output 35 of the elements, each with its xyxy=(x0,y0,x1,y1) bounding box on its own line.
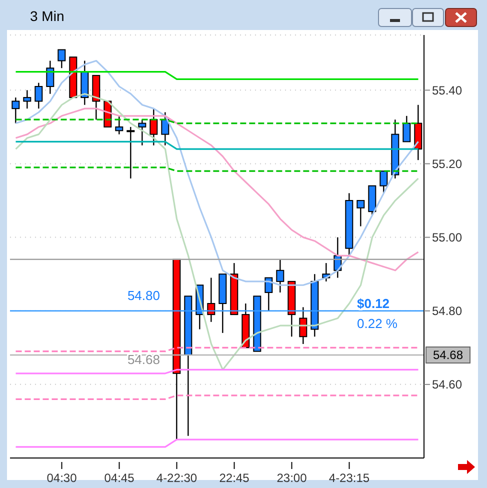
chart-title: 3 Min xyxy=(30,8,64,24)
candlestick xyxy=(276,258,284,294)
annotation: 0.22 % xyxy=(357,316,398,331)
candlestick xyxy=(58,49,66,69)
candlestick xyxy=(356,200,365,227)
x-tick-label: 4-22:30 xyxy=(156,471,198,485)
candlestick xyxy=(46,60,54,94)
candlestick xyxy=(115,115,124,135)
candlestick xyxy=(402,115,411,142)
candlestick xyxy=(299,306,308,345)
y-tick-label: 55.20 xyxy=(432,157,462,171)
x-tick-label: 04:45 xyxy=(104,471,135,485)
candlestick xyxy=(23,90,32,110)
x-tick-label: 04:30 xyxy=(46,471,78,485)
candlestick xyxy=(380,170,388,194)
candlestick xyxy=(150,108,158,146)
y-tick-label: 55.00 xyxy=(432,230,462,245)
candlestick xyxy=(12,96,20,124)
y-tick-label: 54.60 xyxy=(432,378,462,392)
y-tick-label: 55.40 xyxy=(432,83,462,98)
annotation: 54.80 xyxy=(127,288,160,303)
line-series xyxy=(14,108,420,272)
ref-line-label: 54.68 xyxy=(432,348,464,362)
x-tick-label: 4-23:15 xyxy=(328,471,370,485)
candlestick xyxy=(126,126,135,180)
candlestick xyxy=(161,112,170,146)
candlestick xyxy=(34,82,43,110)
x-tick-label: 23:00 xyxy=(276,471,308,485)
line-series xyxy=(14,93,420,371)
annotation: $0.12 xyxy=(357,296,390,311)
candlestick xyxy=(207,277,216,323)
annotation: 54.68 xyxy=(127,352,160,367)
y-tick-label: 54.80 xyxy=(432,304,462,318)
candlestick xyxy=(138,119,146,146)
x-tick-label: 22:45 xyxy=(219,471,250,485)
